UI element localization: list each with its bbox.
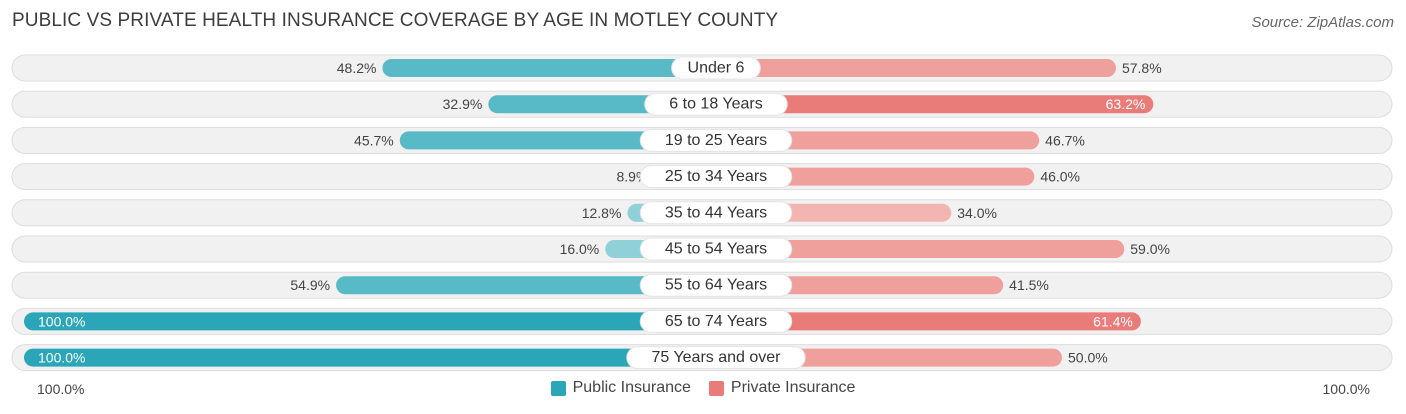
legend-label-public: Public Insurance xyxy=(572,379,691,396)
category-pill xyxy=(671,56,761,80)
value-label-private: 46.7% xyxy=(1045,132,1085,148)
value-label-public: 32.9% xyxy=(443,96,483,112)
category-pill xyxy=(639,273,793,297)
bar-private xyxy=(716,131,1040,150)
value-label-private: 46.0% xyxy=(1040,169,1080,185)
value-label-public: 54.9% xyxy=(290,277,330,293)
category-label: 25 to 34 Years xyxy=(665,168,767,185)
value-label-public: 8.9% xyxy=(616,169,648,185)
category-label: 45 to 54 Years xyxy=(665,241,767,258)
bar-private xyxy=(716,59,1116,77)
legend-item-public[interactable]: Public Insurance xyxy=(550,379,691,397)
value-label-public: 12.8% xyxy=(582,205,622,221)
bar-private xyxy=(716,95,1154,114)
category-label: 65 to 74 Years xyxy=(665,313,767,330)
legend-swatch-public xyxy=(550,380,566,396)
category-label: 55 to 64 Years xyxy=(665,277,767,294)
value-label-private: 50.0% xyxy=(1068,350,1108,366)
bar-public xyxy=(336,276,716,295)
value-label-private: 59.0% xyxy=(1130,241,1170,257)
value-label-private: 63.2% xyxy=(1106,96,1146,112)
category-label: 19 to 25 Years xyxy=(665,132,767,149)
chart-title: PUBLIC VS PRIVATE HEALTH INSURANCE COVER… xyxy=(12,10,779,31)
category-label: 35 to 44 Years xyxy=(665,204,767,221)
bar-public xyxy=(24,312,716,331)
value-label-private: 41.5% xyxy=(1009,277,1049,293)
value-label-public: 48.2% xyxy=(337,60,377,76)
category-pill xyxy=(644,92,788,116)
category-pill xyxy=(639,165,793,189)
value-label-public: 16.0% xyxy=(560,241,600,257)
category-pill xyxy=(639,128,793,152)
bar-public xyxy=(382,59,716,77)
legend-swatch-private xyxy=(708,380,724,396)
bar-private xyxy=(716,240,1125,258)
value-label-public: 45.7% xyxy=(354,132,394,148)
category-pill xyxy=(639,201,793,225)
bar-private xyxy=(716,312,1141,331)
value-label-public: 100.0% xyxy=(38,350,85,366)
category-pill xyxy=(626,346,806,370)
legend-label-private: Private Insurance xyxy=(730,379,856,396)
value-label-private: 61.4% xyxy=(1093,313,1133,329)
category-label: 75 Years and over xyxy=(652,349,782,366)
source-note: Source: ZipAtlas.com xyxy=(1251,14,1394,31)
category-pill xyxy=(639,309,793,333)
axis-left-label: 100.0% xyxy=(37,381,85,397)
legend: Public Insurance Private Insurance xyxy=(0,379,1406,397)
value-label-public: 100.0% xyxy=(38,313,85,329)
bar-private xyxy=(716,167,1035,186)
category-pill xyxy=(639,237,793,261)
bar-public xyxy=(24,348,716,367)
category-label: Under 6 xyxy=(688,60,745,77)
legend-item-private[interactable]: Private Insurance xyxy=(708,379,856,397)
value-label-private: 34.0% xyxy=(957,205,997,221)
axis-right-label: 100.0% xyxy=(1322,381,1370,397)
category-label: 6 to 18 Years xyxy=(669,96,762,113)
value-label-private: 57.8% xyxy=(1122,60,1162,76)
bar-public xyxy=(399,131,716,150)
